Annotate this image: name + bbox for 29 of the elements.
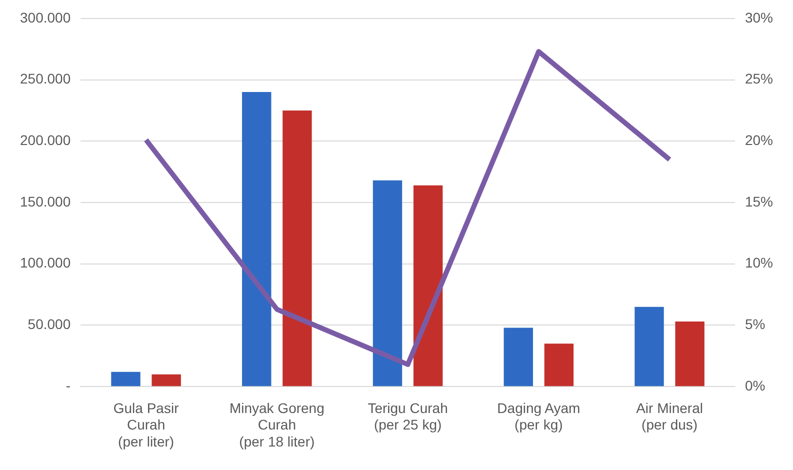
bar [413, 185, 443, 386]
x-tick-label: Daging Ayam (per kg) [497, 400, 580, 433]
x-tick-label: Minyak Goreng Curah (per 18 liter) [229, 400, 324, 450]
y2-tick-label: 20% [744, 132, 774, 148]
y-tick-label: 150.000 [20, 193, 71, 210]
y-tick-label: 200.000 [20, 132, 71, 148]
bar [634, 306, 664, 386]
bar [504, 328, 533, 386]
bar [675, 322, 704, 386]
y-tick-label: 300.000 [20, 9, 71, 26]
y-tick-label: 100.000 [20, 254, 71, 271]
bar [242, 92, 272, 386]
x-tick-label: Gula Pasir Curah (per liter) [113, 400, 180, 450]
y-tick-label: 50.000 [28, 316, 71, 332]
y2-tick-label: 5% [744, 316, 766, 332]
y-tick-label: 250.000 [20, 70, 71, 87]
y2-tick-label: 15% [744, 193, 774, 210]
y-tick-label: - [66, 377, 71, 394]
bar [282, 110, 312, 386]
x-tick-label: Terigu Curah (per 25 kg) [368, 400, 448, 433]
bar [544, 344, 574, 386]
x-tick-label: Air Mineral (per dus) [636, 400, 703, 433]
y2-tick-label: 0% [744, 377, 766, 394]
y2-tick-label: 10% [744, 254, 774, 271]
bar [372, 180, 402, 386]
bar [152, 374, 181, 386]
bar [111, 372, 140, 386]
y2-tick-label: 30% [744, 9, 774, 26]
y2-tick-label: 25% [744, 70, 774, 87]
